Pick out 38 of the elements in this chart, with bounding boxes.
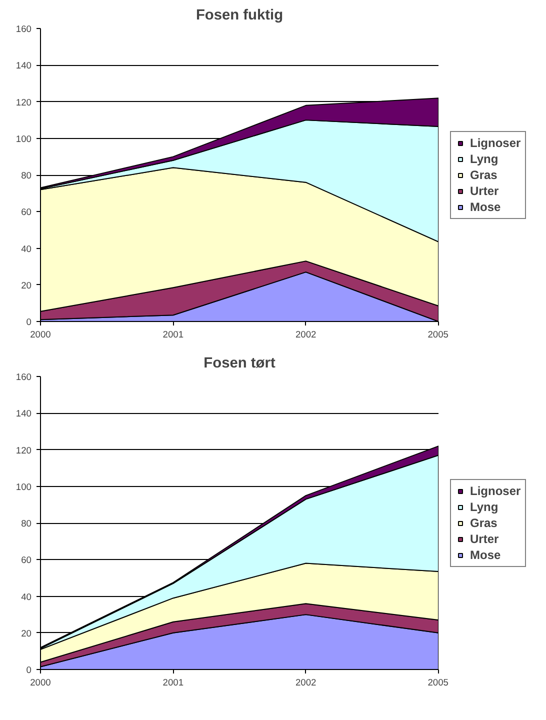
- legend-label: Gras: [470, 168, 498, 182]
- y-tick-label: 60: [21, 207, 32, 218]
- legend-label: Lyng: [470, 500, 498, 514]
- y-tick-label: 160: [16, 372, 32, 382]
- y-tick-label: 120: [16, 97, 32, 108]
- x-tick-label: 2002: [295, 678, 316, 688]
- legend-label: Lignoser: [470, 136, 521, 150]
- y-tick-label: 80: [21, 170, 32, 180]
- legend-label: Urter: [470, 184, 499, 198]
- x-tick-label: 2001: [162, 330, 184, 340]
- legend-label: Lignoser: [470, 484, 521, 498]
- y-tick-label: 100: [16, 482, 32, 492]
- legend-label: Mose: [470, 200, 501, 214]
- y-tick-label: 140: [16, 408, 32, 419]
- legend-label: Lyng: [470, 152, 498, 166]
- y-tick-label: 40: [21, 244, 32, 254]
- y-tick-label: 0: [26, 317, 32, 327]
- legend-label: Gras: [470, 516, 498, 530]
- x-tick-label: 2002: [295, 330, 316, 340]
- y-tick-label: 80: [21, 518, 32, 528]
- x-tick-label: 2005: [428, 678, 449, 688]
- y-tick-label: 120: [16, 445, 32, 456]
- y-tick-label: 60: [21, 555, 32, 566]
- legend-label: Urter: [470, 532, 499, 546]
- y-tick-label: 20: [21, 280, 32, 290]
- y-tick-label: 20: [21, 628, 32, 638]
- y-tick-label: 0: [26, 665, 32, 675]
- legend-label: Mose: [470, 548, 501, 562]
- y-tick-label: 160: [16, 24, 32, 34]
- chart-title: Fosen tørt: [204, 356, 276, 372]
- x-tick-label: 2000: [30, 330, 51, 340]
- y-tick-label: 100: [16, 134, 32, 144]
- x-tick-label: 2001: [162, 678, 184, 688]
- y-tick-label: 40: [21, 592, 32, 602]
- y-tick-label: 140: [16, 60, 32, 71]
- chart-title: Fosen fuktig: [196, 8, 284, 24]
- x-tick-label: 2000: [30, 678, 51, 688]
- x-tick-label: 2005: [428, 330, 449, 340]
